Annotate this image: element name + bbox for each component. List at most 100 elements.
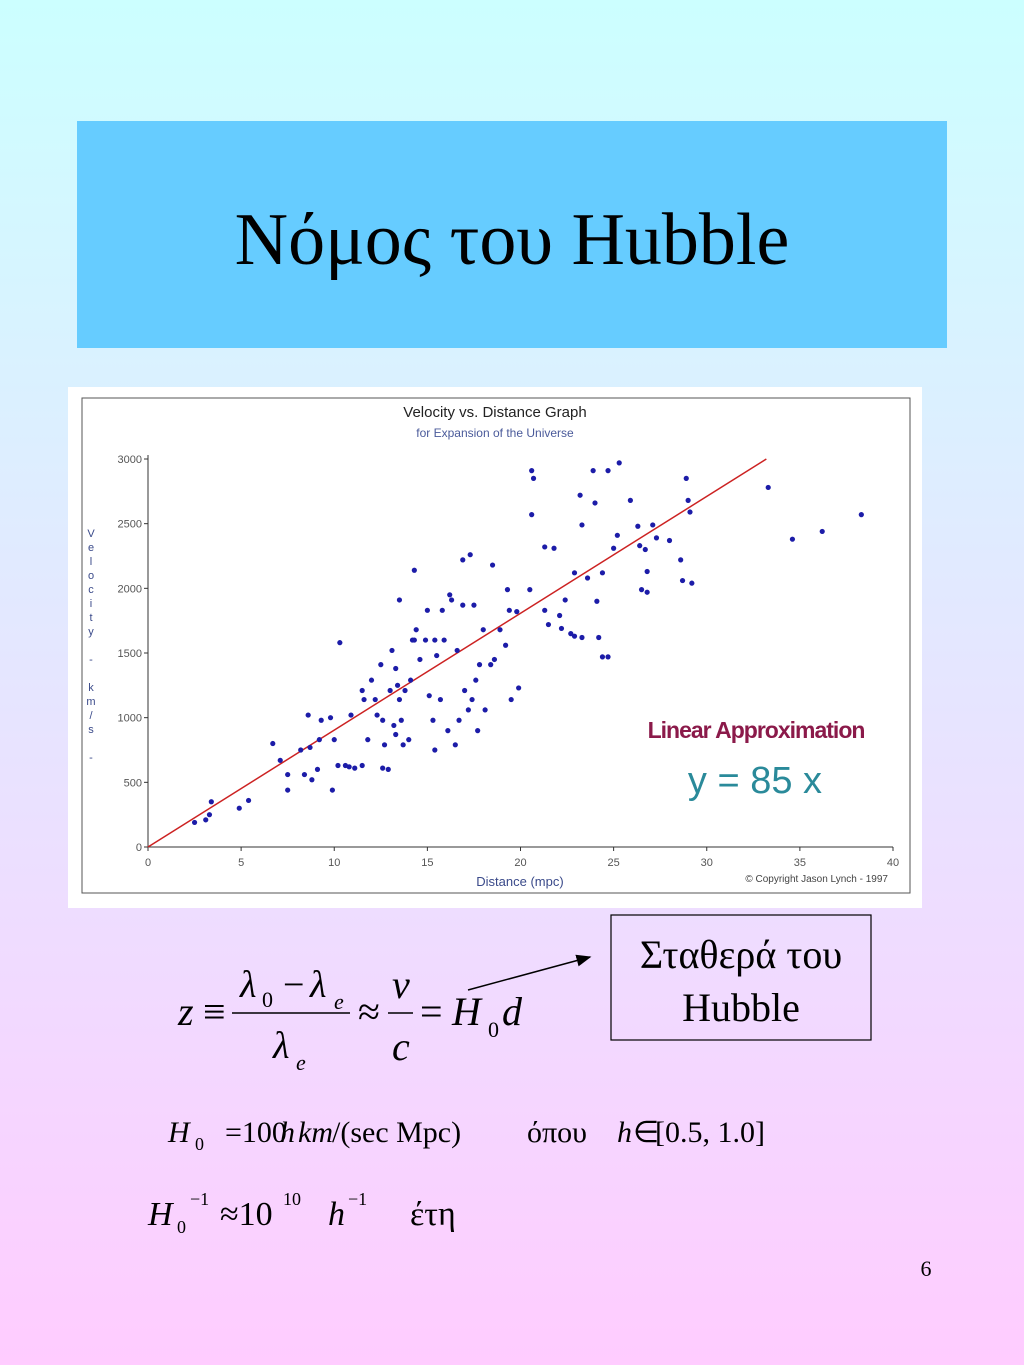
point [460,557,466,563]
point [398,717,404,723]
point [447,592,453,598]
x-tick-label: 10 [328,857,340,869]
point [599,654,606,660]
point [471,602,477,608]
point [277,757,283,763]
x-axis-label: Distance (mpc) [476,874,563,889]
point [584,575,591,581]
point [514,609,520,615]
point [432,747,438,753]
point [482,707,488,713]
point [653,535,660,541]
point [378,662,384,668]
point [381,742,388,748]
point [616,460,622,466]
formula-part: ≡ [203,989,226,1034]
point [529,468,535,474]
arrow [467,954,592,991]
point [545,621,552,628]
point [309,777,315,783]
y-tick-label: 1500 [118,648,142,660]
title-box [77,121,947,348]
y-tick-label: 1000 [118,713,142,725]
point [460,602,466,608]
point [568,631,574,637]
point [437,696,444,703]
formula-part: 0 [195,1134,204,1154]
point [456,717,462,723]
y-tick-label: 3000 [118,454,142,466]
point [393,665,399,672]
formula-part: −1 [190,1189,209,1209]
point [448,597,455,603]
point [346,764,352,770]
point [590,468,596,474]
formula-part: λ [272,1025,289,1067]
point [858,512,864,518]
point [393,731,399,738]
formula-part: ≈ [358,989,380,1034]
point [454,647,460,654]
x-tick-label: 20 [514,857,526,869]
point [391,722,397,729]
point [542,544,548,550]
point [469,696,475,703]
point [614,532,620,538]
formula-part: 10 [283,1189,301,1209]
point [666,537,673,544]
x-tick-label: 25 [608,857,620,869]
point [689,580,695,586]
point [314,766,321,773]
x-tick-label: 30 [701,857,713,869]
point [462,687,468,694]
point [452,742,458,748]
point [208,799,214,805]
point [432,637,438,643]
point [594,598,600,604]
formula-part: H [167,1116,192,1149]
formula-part: έτη [410,1196,456,1233]
point [683,475,689,481]
point [592,500,598,506]
point [467,552,473,558]
point [611,545,617,551]
point [529,512,535,518]
point [417,656,423,663]
point [605,654,611,660]
point [571,633,578,639]
point [359,687,365,694]
point [819,528,825,535]
formula-part: λ [239,964,256,1006]
copyright: © Copyright Jason Lynch - 1997 [745,874,888,885]
point [411,567,417,573]
point [359,762,365,769]
formula-part: h [617,1116,632,1149]
formula-part: 0 [177,1217,186,1237]
y-axis-label: Velocity - km/s - [85,528,97,766]
y-tick-label: 2500 [118,519,142,531]
point [527,587,533,593]
formula-part: 0 [262,987,273,1012]
point [571,570,578,576]
formula-part: H [147,1196,175,1233]
point [475,728,481,734]
point [374,712,380,718]
point [644,568,650,575]
point [396,696,403,703]
formula-part: h [280,1116,295,1149]
formula-part: =100 [225,1116,287,1149]
point [372,696,378,703]
point [402,687,408,694]
point [637,543,643,549]
point [579,522,585,528]
point [385,766,391,773]
point [394,682,401,688]
formula-part: λ [309,964,326,1006]
point [400,742,406,748]
formula-part: ≈10 [220,1196,273,1233]
point [387,687,393,694]
point [191,819,198,826]
point [245,797,252,804]
point [307,744,313,751]
x-tick-label: 15 [421,857,433,869]
